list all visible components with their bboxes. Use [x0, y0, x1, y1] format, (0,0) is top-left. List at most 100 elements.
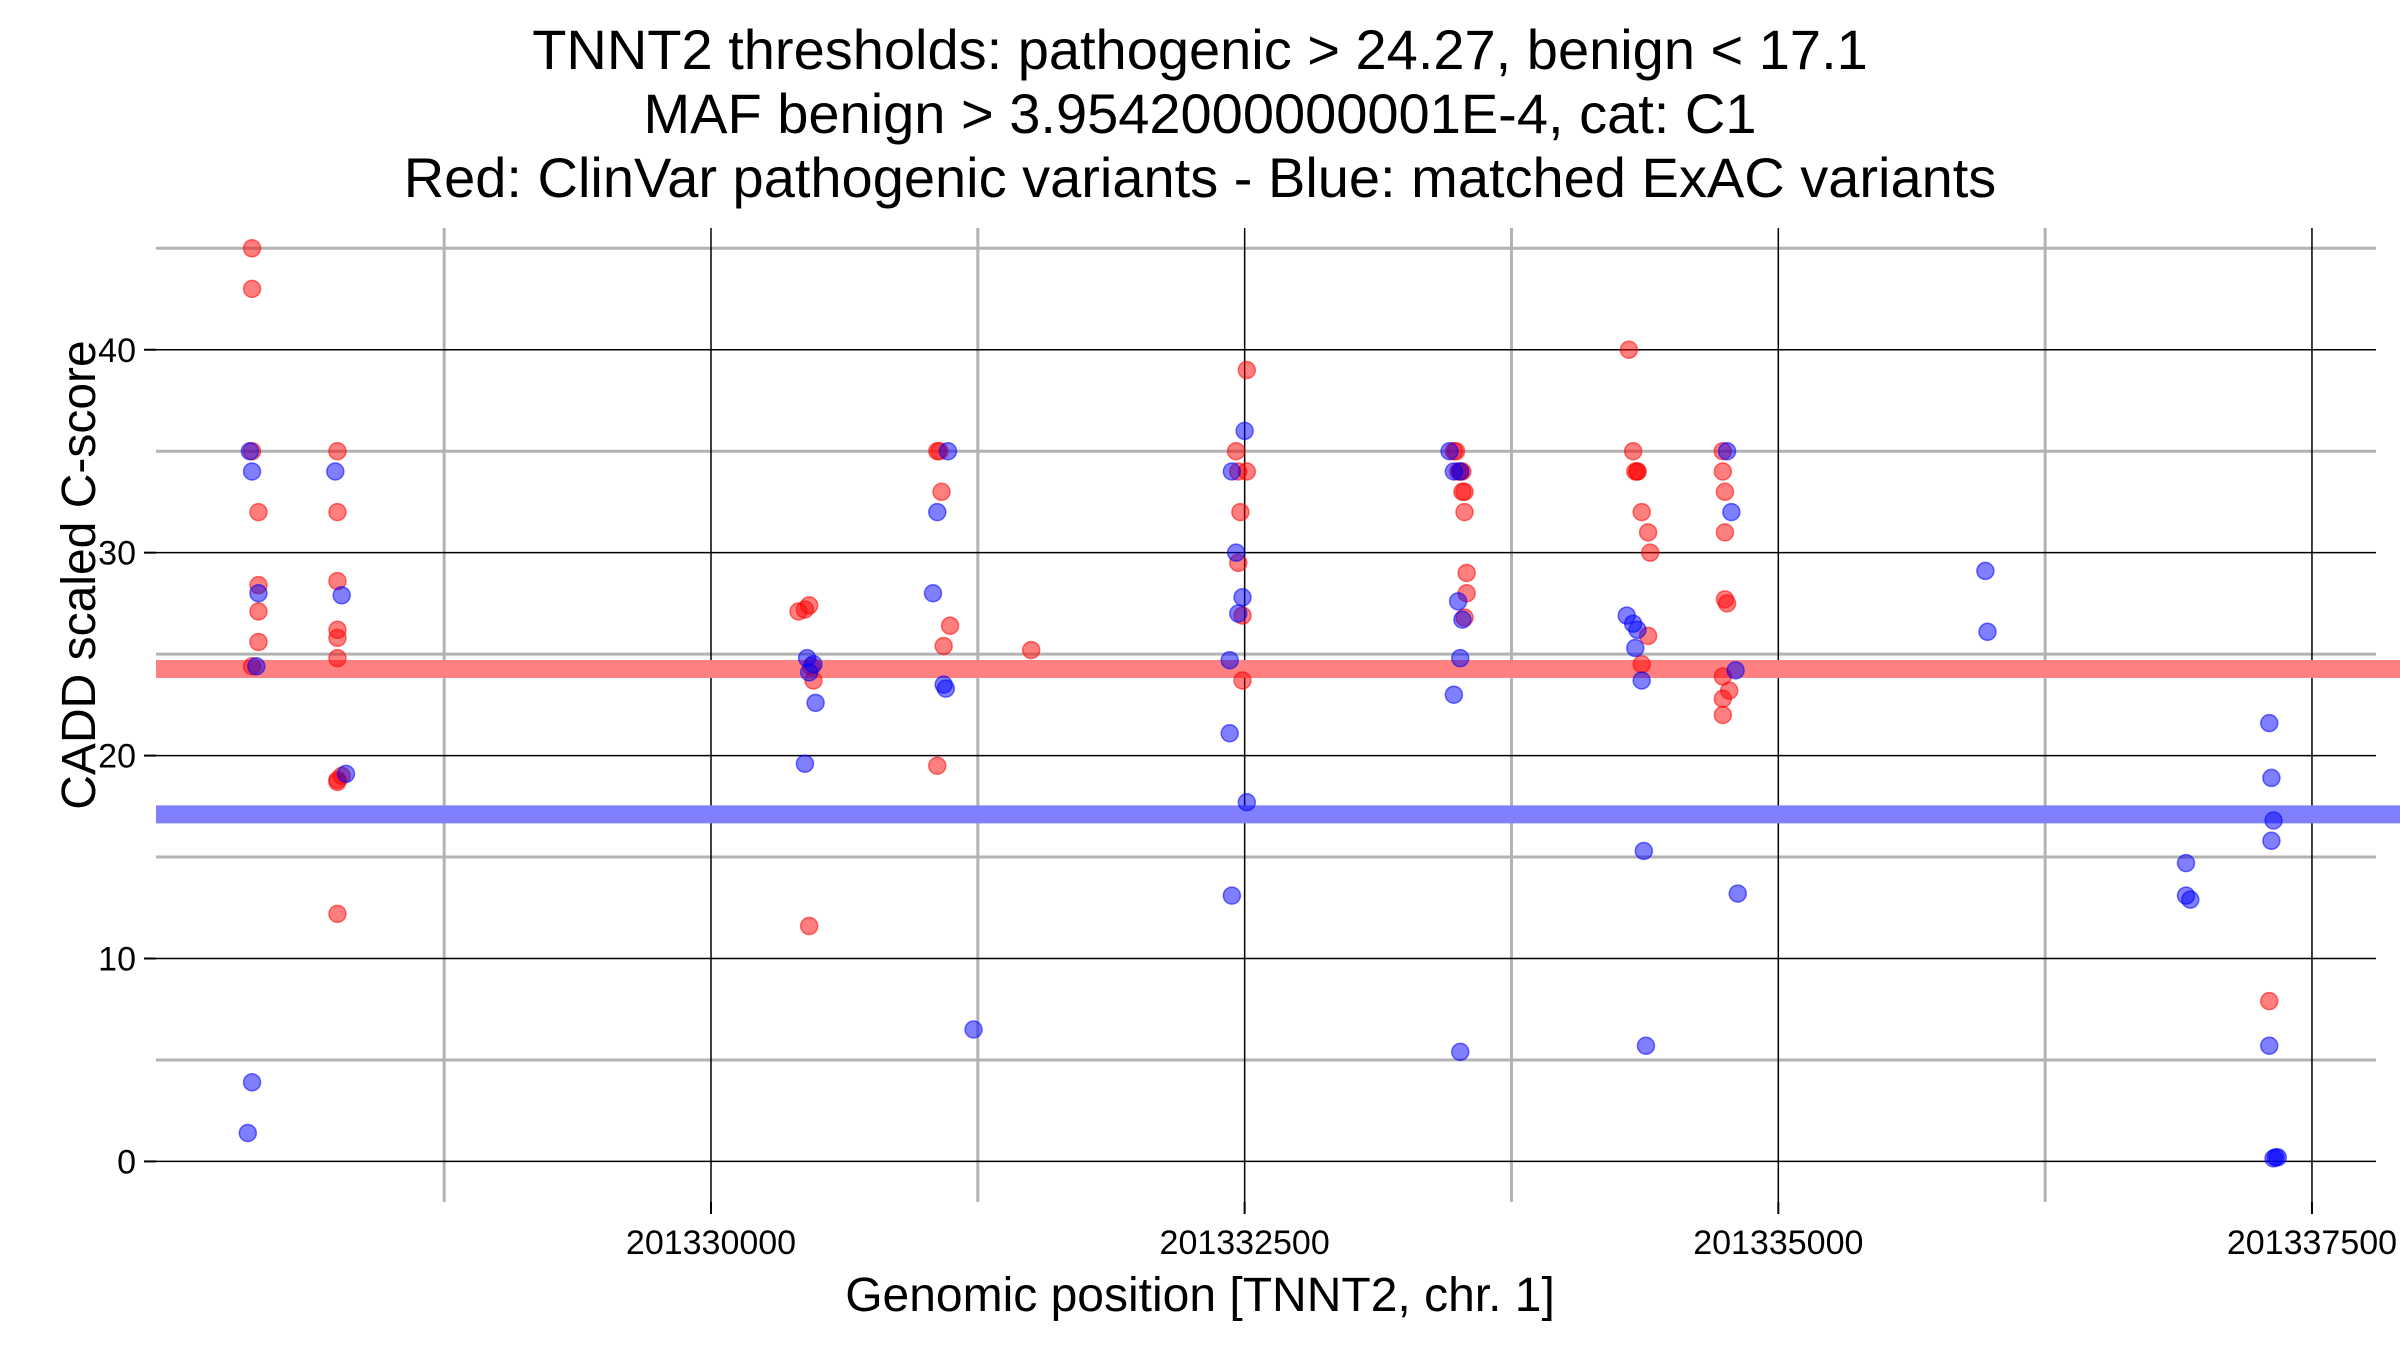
clinvar-pathogenic-point: [799, 596, 819, 615]
x-tick-label: 201337500: [2227, 1224, 2397, 1262]
x-tick-label: 201330000: [626, 1224, 796, 1262]
clinvar-pathogenic-point: [1226, 441, 1246, 461]
exac-variant-point: [1451, 648, 1470, 668]
clinvar-pathogenic-point: [328, 648, 347, 668]
exac-variant-point: [1444, 685, 1464, 704]
exac-variant-point: [1220, 650, 1239, 670]
chart-title-line-1: TNNT2 thresholds: pathogenic > 24.27, be…: [532, 18, 1868, 81]
clinvar-pathogenic-point: [1453, 482, 1472, 502]
clinvar-pathogenic-point: [1713, 705, 1733, 725]
exac-variant-point: [1453, 610, 1472, 629]
clinvar-pathogenic-point: [1021, 640, 1041, 660]
exac-variant-point: [1440, 441, 1459, 461]
exac-variant-point: [332, 586, 351, 605]
exac-variant-point: [804, 655, 823, 674]
y-tick-label: 30: [98, 535, 136, 573]
exac-variant-point: [1222, 886, 1242, 905]
exac-variant-point: [2181, 890, 2200, 909]
exac-variant-point: [1726, 661, 1745, 680]
clinvar-pathogenic-point: [1233, 671, 1252, 690]
y-axis-label: CADD scaled C-score: [53, 340, 106, 810]
clinvar-pathogenic-point: [1632, 502, 1651, 522]
exac-variant-point: [240, 441, 260, 461]
exac-variant-point: [1448, 592, 1468, 611]
exac-variant-point: [247, 657, 266, 676]
data-points: [238, 239, 2288, 1168]
x-axis-label: Genomic position [TNNT2, chr. 1]: [845, 1269, 1555, 1322]
axes: 0 10 20 30 40 201330000 201332500 201335000 2013…: [98, 332, 2397, 1262]
clinvar-pathogenic-point: [328, 441, 347, 461]
clinvar-pathogenic-point: [1455, 502, 1474, 522]
exac-variant-point: [1222, 462, 1242, 481]
x-tick-label: 201332500: [1160, 1224, 1330, 1262]
exac-variant-point: [936, 679, 956, 698]
clinvar-pathogenic-point: [932, 482, 951, 502]
exac-variant-point: [242, 1073, 262, 1092]
clinvar-pathogenic-point: [1628, 462, 1647, 481]
clinvar-pathogenic-point: [1457, 563, 1476, 583]
clinvar-pathogenic-point: [2260, 991, 2279, 1011]
exac-variant-point: [1229, 604, 1248, 623]
exac-variant-point: [2260, 713, 2279, 733]
clinvar-pathogenic-point: [328, 628, 347, 648]
y-tick-label: 40: [98, 332, 136, 370]
exac-variant-point: [2176, 853, 2196, 873]
chart-title-line-3: Red: ClinVar pathogenic variants - Blue:…: [403, 146, 1997, 209]
clinvar-pathogenic-point: [1713, 462, 1733, 481]
exac-variant-point: [1636, 1036, 1656, 1056]
clinvar-pathogenic-point: [328, 904, 347, 924]
clinvar-pathogenic-point: [1231, 502, 1250, 522]
clinvar-pathogenic-point: [1715, 482, 1735, 502]
exac-variant-point: [2262, 831, 2281, 851]
x-tick-label: 201335000: [1693, 1224, 1863, 1262]
clinvar-pathogenic-point: [799, 916, 819, 936]
chart-title-line-2: MAF benign > 3.9542000000001E-4, cat: C1: [643, 82, 1757, 145]
exac-variant-point: [1235, 421, 1254, 441]
exac-variant-point: [326, 462, 345, 481]
exac-variant-point: [1717, 441, 1737, 461]
exac-variant-point: [1233, 588, 1252, 607]
exac-variant-point: [249, 584, 268, 603]
clinvar-pathogenic-point: [940, 616, 960, 635]
exac-variant-point: [2264, 1149, 2283, 1168]
clinvar-pathogenic-point: [1640, 543, 1660, 562]
exac-variant-point: [336, 764, 356, 784]
y-tick-label: 0: [117, 1143, 136, 1181]
clinvar-pathogenic-point: [249, 602, 268, 621]
clinvar-pathogenic-point: [928, 756, 947, 775]
exac-variant-point: [1628, 620, 1647, 640]
exac-variant-point: [806, 693, 825, 713]
clinvar-pathogenic-point: [1715, 590, 1735, 609]
clinvar-pathogenic-point: [249, 632, 268, 652]
exac-variant-point: [1226, 543, 1246, 562]
exac-variant-point: [238, 1123, 258, 1143]
exac-variant-point: [1237, 793, 1257, 812]
grid-lines: [156, 228, 2376, 1202]
exac-variant-point: [964, 1020, 983, 1039]
exac-variant-point: [1722, 502, 1741, 522]
exac-variant-point: [938, 441, 958, 461]
exac-variant-point: [2264, 811, 2283, 830]
exac-variant-point: [928, 502, 947, 522]
clinvar-pathogenic-point: [934, 636, 953, 656]
exac-variant-point: [2262, 768, 2281, 788]
clinvar-pathogenic-point: [1638, 523, 1658, 542]
exac-variant-point: [1632, 671, 1651, 690]
exac-variant-point: [1451, 462, 1470, 481]
exac-variant-point: [1626, 638, 1645, 658]
clinvar-pathogenic-point: [242, 239, 262, 258]
y-tick-label: 20: [98, 738, 136, 776]
clinvar-pathogenic-point: [1713, 689, 1733, 709]
exac-variant-point: [2260, 1036, 2279, 1056]
clinvar-pathogenic-point: [1715, 523, 1735, 542]
clinvar-pathogenic-point: [242, 279, 262, 299]
clinvar-pathogenic-point: [1619, 340, 1639, 359]
clinvar-pathogenic-point: [1623, 441, 1643, 461]
threshold-lines: [156, 659, 2400, 824]
clinvar-pathogenic-point: [1632, 655, 1651, 674]
y-tick-label: 10: [98, 941, 136, 979]
exac-variant-point: [795, 754, 815, 773]
exac-variant-point: [1451, 1042, 1470, 1062]
clinvar-pathogenic-point: [249, 502, 268, 522]
